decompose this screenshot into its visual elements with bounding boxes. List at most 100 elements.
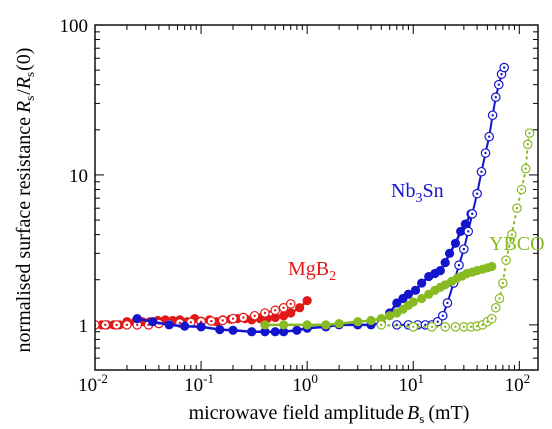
plot-frame bbox=[94, 24, 539, 371]
data-point-center bbox=[510, 233, 514, 236]
data-point-center bbox=[443, 325, 447, 329]
data-point-center bbox=[380, 323, 383, 327]
data-point-center bbox=[104, 323, 107, 327]
data-point-center bbox=[501, 281, 505, 285]
data-point bbox=[295, 303, 305, 313]
data-point bbox=[215, 324, 225, 335]
x-tick-label: 10-2 bbox=[78, 371, 108, 396]
data-point-center bbox=[526, 143, 529, 146]
data-point bbox=[279, 311, 289, 321]
series-4 bbox=[260, 261, 497, 330]
data-point bbox=[408, 297, 418, 307]
data-point-center bbox=[178, 321, 181, 325]
data-point-center bbox=[515, 206, 519, 210]
y-tick-label: 100 bbox=[60, 16, 89, 37]
data-point bbox=[286, 308, 296, 318]
data-point-center bbox=[231, 317, 235, 320]
data-series bbox=[95, 62, 535, 337]
data-point-center bbox=[221, 319, 224, 322]
series-5 bbox=[376, 128, 535, 332]
data-point bbox=[132, 314, 142, 324]
data-point-center bbox=[282, 306, 285, 309]
data-point-center bbox=[446, 301, 449, 305]
data-point-center bbox=[469, 325, 473, 329]
data-point bbox=[460, 219, 470, 229]
data-point bbox=[456, 226, 466, 237]
y-axis-label: normalised surface resistanceRs/Rs(0) bbox=[13, 48, 37, 353]
data-point-center bbox=[462, 325, 466, 329]
data-point-center bbox=[189, 321, 192, 324]
data-point bbox=[180, 321, 190, 331]
data-point bbox=[410, 285, 421, 295]
data-point bbox=[450, 238, 461, 248]
data-point bbox=[196, 322, 206, 332]
data-point-center bbox=[125, 323, 129, 327]
series-labels: MgB2 Nb3Sn YBCO bbox=[288, 180, 545, 284]
data-point-center bbox=[524, 167, 527, 170]
data-point bbox=[228, 325, 238, 335]
data-point-center bbox=[494, 306, 497, 309]
data-point-center bbox=[441, 314, 445, 317]
data-point-center bbox=[263, 311, 267, 315]
data-point bbox=[435, 266, 445, 276]
data-point bbox=[487, 261, 497, 272]
label-ybco: YBCO bbox=[489, 233, 545, 255]
data-point-center bbox=[497, 83, 500, 86]
data-point-center bbox=[504, 258, 508, 262]
data-point-center bbox=[528, 131, 531, 135]
data-point-center bbox=[500, 72, 503, 76]
data-point bbox=[417, 278, 427, 288]
data-point-center bbox=[242, 316, 245, 319]
label-mgb2: MgB2 bbox=[288, 258, 336, 284]
data-point bbox=[164, 320, 174, 330]
data-point bbox=[403, 289, 413, 299]
data-point bbox=[444, 248, 455, 258]
data-point bbox=[366, 315, 376, 326]
tick-labels: 10-2 10-1 100 101 102 1 10 100 bbox=[60, 16, 531, 396]
data-point-center bbox=[494, 95, 497, 99]
data-point bbox=[385, 311, 395, 321]
data-point bbox=[302, 296, 312, 306]
data-point-center bbox=[491, 114, 494, 117]
data-point bbox=[353, 317, 363, 327]
data-point-center bbox=[520, 188, 523, 191]
data-point-center bbox=[480, 170, 483, 173]
y-tick-label: 10 bbox=[69, 166, 88, 187]
data-point-center bbox=[412, 325, 415, 329]
data-point bbox=[270, 312, 280, 323]
x-axis-label: microwave field amplitude Bs (mT) bbox=[189, 402, 470, 426]
data-point-center bbox=[253, 314, 256, 317]
data-point bbox=[302, 320, 312, 330]
series-3 bbox=[392, 62, 509, 330]
data-point bbox=[279, 327, 289, 337]
x-tick-label: 102 bbox=[505, 371, 531, 396]
data-point bbox=[321, 320, 331, 330]
data-point bbox=[292, 325, 302, 335]
data-point-center bbox=[115, 323, 118, 327]
data-point-center bbox=[289, 302, 292, 306]
label-nb3sn: Nb3Sn bbox=[391, 180, 444, 206]
data-point-center bbox=[467, 230, 470, 233]
data-point-center bbox=[430, 325, 434, 329]
data-point bbox=[334, 318, 344, 329]
data-point-center bbox=[462, 247, 466, 251]
data-point-center bbox=[457, 264, 461, 267]
data-point-center bbox=[475, 324, 479, 328]
data-point-center bbox=[502, 66, 506, 69]
data-point bbox=[417, 293, 427, 304]
data-point-center bbox=[424, 323, 427, 327]
data-point-center bbox=[274, 309, 277, 312]
x-tick-label: 10-1 bbox=[184, 371, 214, 396]
data-point-center bbox=[487, 135, 491, 138]
data-point bbox=[247, 327, 257, 337]
x-tick-label: 101 bbox=[398, 371, 424, 396]
data-point-center bbox=[498, 297, 501, 300]
data-point bbox=[440, 258, 450, 268]
data-point-center bbox=[471, 212, 474, 216]
data-point bbox=[148, 317, 158, 327]
data-point-center bbox=[490, 317, 493, 320]
data-point-center bbox=[475, 192, 479, 195]
data-point bbox=[279, 320, 289, 330]
data-point-center bbox=[454, 325, 457, 329]
